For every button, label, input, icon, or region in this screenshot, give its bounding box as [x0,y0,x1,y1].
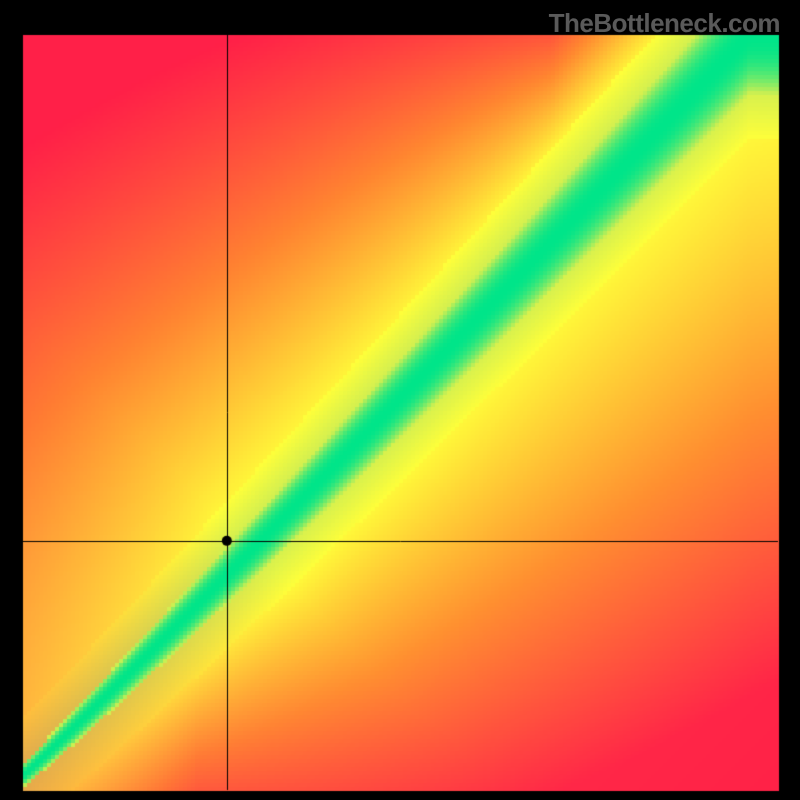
heatmap-canvas [0,0,800,800]
watermark-label: TheBottleneck.com [549,8,780,39]
bottleneck-heatmap [0,0,800,800]
